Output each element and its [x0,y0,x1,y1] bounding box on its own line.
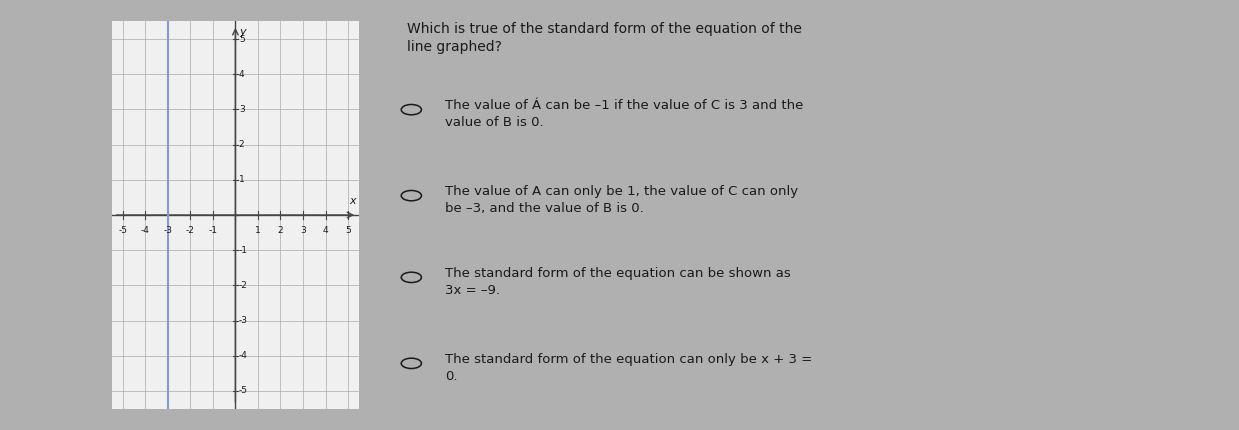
Text: 2: 2 [278,226,284,234]
Text: The standard form of the equation can be shown as
3x = –9.: The standard form of the equation can be… [445,267,790,297]
Text: -5: -5 [118,226,128,234]
Text: 3: 3 [239,105,244,114]
Text: The value of Á can be –1 if the value of C is 3 and the
value of B is 0.: The value of Á can be –1 if the value of… [445,99,803,129]
Text: -1: -1 [208,226,217,234]
Text: -4: -4 [141,226,150,234]
Text: 4: 4 [322,226,328,234]
Text: -3: -3 [164,226,172,234]
Text: 2: 2 [239,140,244,149]
Text: 1: 1 [239,175,244,184]
Text: 3: 3 [300,226,306,234]
Text: -2: -2 [186,226,195,234]
Text: -2: -2 [239,281,248,290]
Text: 5: 5 [239,34,244,43]
Text: The standard form of the equation can only be x + 3 =
0.: The standard form of the equation can on… [445,353,813,383]
Text: The value of A can only be 1, the value of C can only
be –3, and the value of B : The value of A can only be 1, the value … [445,185,798,215]
Text: 5: 5 [346,226,351,234]
Text: Which is true of the standard form of the equation of the
line graphed?: Which is true of the standard form of th… [408,22,802,54]
Text: -4: -4 [239,351,248,360]
Text: x: x [349,196,356,206]
Text: 1: 1 [255,226,261,234]
Text: 4: 4 [239,70,244,79]
Text: -3: -3 [239,316,248,325]
Text: y: y [239,27,247,37]
Text: -1: -1 [239,246,248,255]
Text: -5: -5 [239,387,248,396]
